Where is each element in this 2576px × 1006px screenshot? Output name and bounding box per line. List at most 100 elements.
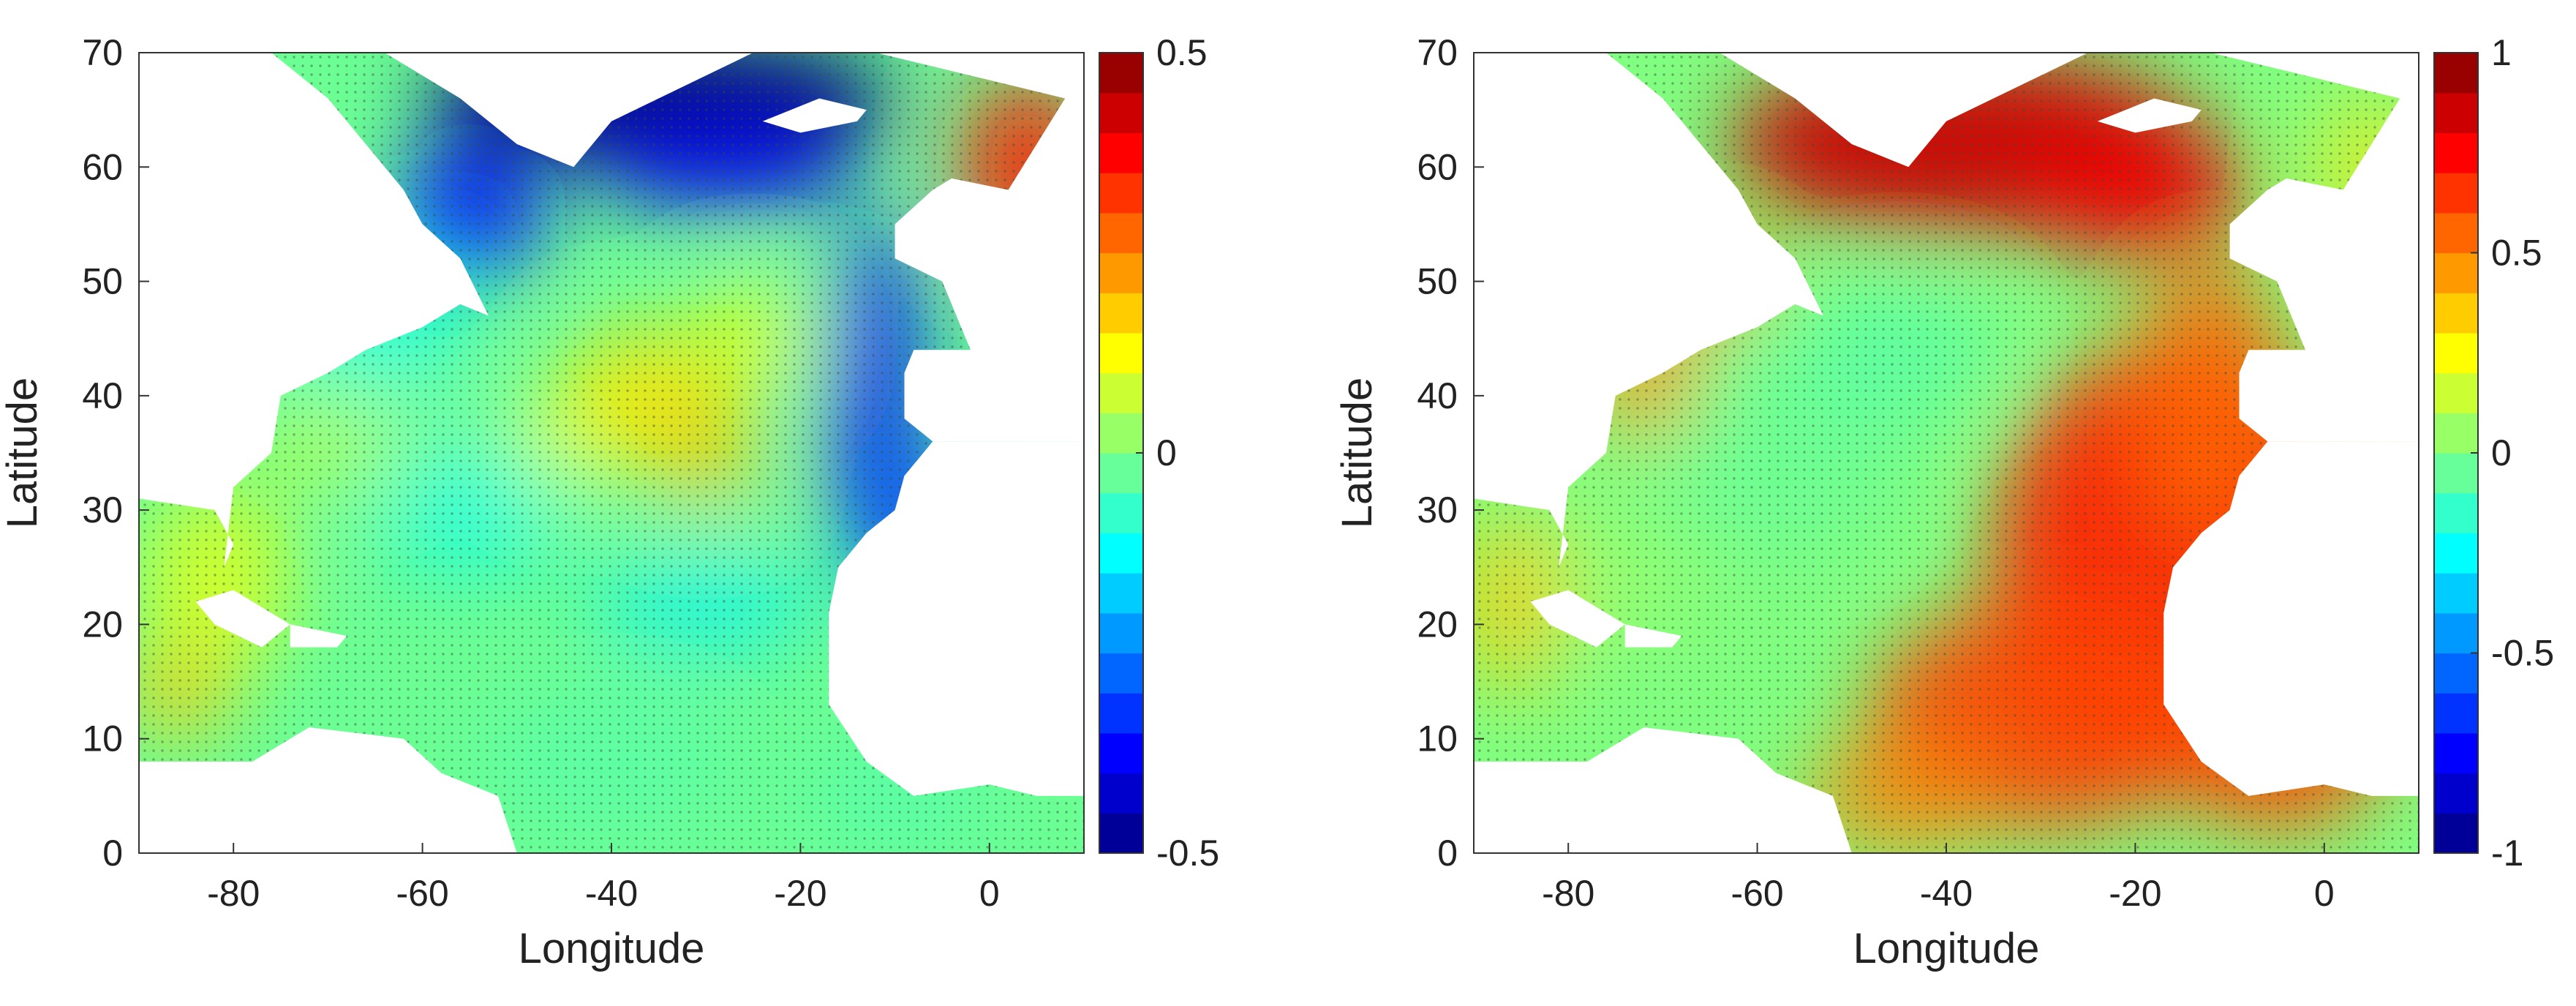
colorbar-segment xyxy=(2434,533,2478,574)
land-polygon xyxy=(829,441,1084,796)
colorbar-segment xyxy=(1099,293,1143,334)
colorbar-segment xyxy=(1099,332,1143,374)
land-areas xyxy=(139,53,1084,853)
colorbar-segment xyxy=(2434,413,2478,454)
x-tick-label: 0 xyxy=(979,873,1000,914)
land-polygon xyxy=(1624,624,1682,647)
colorbar-segment xyxy=(2434,492,2478,533)
land-polygon xyxy=(139,53,489,568)
land-polygon xyxy=(195,590,290,647)
y-tick-label: 30 xyxy=(82,489,123,530)
colorbar-segment xyxy=(1099,372,1143,413)
land-polygon xyxy=(1474,727,1852,853)
land-polygon xyxy=(762,98,867,133)
y-tick-label: 20 xyxy=(82,604,123,645)
colorbar-segment xyxy=(1099,413,1143,454)
colorbar-tick-label: -0.5 xyxy=(1156,833,1219,874)
y-tick-label: 0 xyxy=(102,833,123,874)
colorbar-segment xyxy=(2434,372,2478,413)
y-tick-label: 50 xyxy=(82,261,123,302)
x-tick-label: -20 xyxy=(774,873,826,914)
colorbar-segment xyxy=(1099,573,1143,614)
land-polygon xyxy=(290,624,347,647)
colorbar-segment xyxy=(2434,332,2478,374)
colorbar-tick-label: -1 xyxy=(2491,833,2523,874)
colorbar-segment xyxy=(2434,693,2478,734)
colorbar-tick-label: 0.5 xyxy=(2491,233,2542,274)
x-tick-label: -80 xyxy=(1542,873,1594,914)
colorbar-segment xyxy=(1099,612,1143,654)
colorbar-segment xyxy=(2434,92,2478,133)
right-map-panel: -80 -60 -40 -20 0 0 10 20 30 40 50 60 70 Longitude … xyxy=(1333,0,2576,1002)
y-tick-label: 10 xyxy=(82,718,123,759)
colorbar-tick-label: 0 xyxy=(2491,432,2512,473)
colorbar-segment xyxy=(2434,453,2478,494)
x-tick-label: -60 xyxy=(1730,873,1783,914)
colorbar-segment xyxy=(2434,212,2478,254)
x-tick-label: -60 xyxy=(396,873,448,914)
y-tick-label: 10 xyxy=(1417,718,1458,759)
land-areas xyxy=(1474,53,2419,853)
colorbar-segment xyxy=(1099,92,1143,133)
y-tick-label: 50 xyxy=(1417,261,1458,302)
colorbar-segment xyxy=(1099,693,1143,734)
land-polygon xyxy=(2097,98,2202,133)
x-tick-label: -80 xyxy=(207,873,260,914)
y-tick-label: 0 xyxy=(1437,833,1458,874)
colorbar-segment xyxy=(2434,573,2478,614)
colorbar-segment xyxy=(1099,212,1143,254)
colorbar-segment xyxy=(2434,293,2478,334)
x-tick-label: 0 xyxy=(2314,873,2335,914)
colorbar-segment xyxy=(1099,252,1143,293)
x-tick-label: -20 xyxy=(2109,873,2161,914)
x-tick-label: -40 xyxy=(1920,873,1973,914)
colorbar-segment xyxy=(1099,653,1143,694)
left-map-panel: -80 -60 -40 -20 0 0 10 20 30 40 50 60 70 Longitude … xyxy=(0,0,1288,1002)
plot-area xyxy=(1474,53,2419,853)
colorbar-segment xyxy=(1099,453,1143,494)
land-polygon xyxy=(1653,53,2088,168)
colorbar-segment xyxy=(1099,132,1143,173)
colorbar-tick-label: 0 xyxy=(1156,432,1177,473)
land-polygon xyxy=(2163,441,2419,796)
colorbar: 0.5 0 -0.5 xyxy=(1099,32,1219,874)
y-axis-label: Latitude xyxy=(1335,378,1381,528)
y-axis-label: Latitude xyxy=(0,378,46,528)
colorbar-segment xyxy=(2434,252,2478,293)
colorbar-segment xyxy=(2434,773,2478,814)
land-polygon xyxy=(1530,590,1625,647)
colorbar-segment xyxy=(2434,813,2478,854)
plot-area xyxy=(139,53,1084,853)
x-tick-label: -40 xyxy=(585,873,638,914)
land-polygon xyxy=(2210,53,2419,442)
land-polygon xyxy=(875,53,1084,442)
y-axis-ticks: 0 10 20 30 40 50 60 70 xyxy=(82,32,149,874)
y-tick-label: 60 xyxy=(1417,146,1458,187)
y-tick-label: 40 xyxy=(1417,375,1458,416)
colorbar-segment xyxy=(2434,732,2478,774)
x-axis-label: Longitude xyxy=(1853,925,2040,972)
colorbar-segment xyxy=(2434,653,2478,694)
colorbar-segment xyxy=(1099,492,1143,533)
y-tick-label: 70 xyxy=(82,32,123,73)
y-axis-ticks: 0 10 20 30 40 50 60 70 xyxy=(1417,32,1484,874)
colorbar-tick-label: 1 xyxy=(2491,32,2512,73)
y-tick-label: 40 xyxy=(82,375,123,416)
land-polygon xyxy=(318,53,753,168)
colorbar-segment xyxy=(1099,533,1143,574)
colorbar-segment xyxy=(1099,773,1143,814)
land-polygon xyxy=(139,727,517,853)
y-tick-label: 70 xyxy=(1417,32,1458,73)
x-axis-ticks: -80 -60 -40 -20 0 xyxy=(1542,843,2335,914)
y-tick-label: 30 xyxy=(1417,489,1458,530)
y-tick-label: 60 xyxy=(82,146,123,187)
colorbar-segment xyxy=(1099,813,1143,854)
x-axis-ticks: -80 -60 -40 -20 0 xyxy=(207,843,1000,914)
land-polygon xyxy=(1474,53,1823,568)
colorbar-tick-label: -0.5 xyxy=(2491,633,2554,674)
colorbar-segment xyxy=(1099,53,1143,94)
colorbar-tick-label: 0.5 xyxy=(1156,32,1208,73)
colorbar: 1 0.5 0 -0.5 -1 xyxy=(2433,32,2554,874)
